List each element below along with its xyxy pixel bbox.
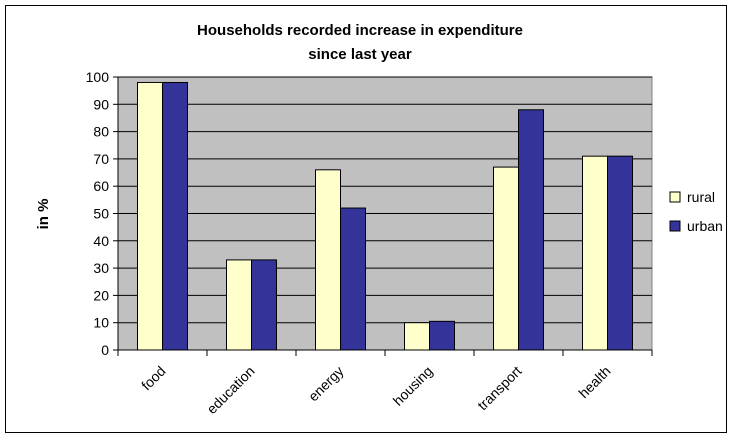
bar-urban-transport (518, 109, 544, 351)
legend-label-urban: urban (687, 218, 723, 234)
bar-urban-health (607, 155, 633, 351)
y-tick-label: 90 (93, 96, 109, 112)
bar-rural-energy (315, 169, 341, 351)
bar-rural-transport (493, 166, 519, 351)
y-tick-label: 40 (93, 233, 109, 249)
legend-label-rural: rural (687, 189, 715, 205)
x-tick-label: housing (390, 363, 436, 409)
x-tick-label: food (138, 363, 169, 394)
x-tick-label: transport (474, 363, 524, 413)
y-tick-label: 80 (93, 124, 109, 140)
chart-title-line-1: Households recorded increase in expendit… (197, 22, 523, 39)
y-tick-label: 10 (93, 315, 109, 331)
chart-title-line-2: since last year (308, 46, 412, 63)
bar-urban-housing (429, 320, 455, 351)
y-axis-label: in % (35, 199, 52, 230)
x-tick-label: health (575, 363, 613, 401)
bar-urban-energy (340, 207, 366, 351)
bar-chart: Households recorded increase in expendit… (35, 22, 723, 417)
y-tick-label: 50 (93, 206, 109, 222)
x-tick-label: energy (305, 363, 347, 405)
legend-swatch-rural (669, 191, 681, 203)
bar-urban-education (251, 259, 277, 351)
bar-rural-housing (404, 322, 430, 351)
bar-rural-food (137, 81, 163, 351)
y-tick-label: 100 (86, 69, 110, 85)
bar-rural-education (226, 259, 252, 351)
bar-rural-health (582, 155, 608, 351)
x-tick-label: education (203, 363, 257, 417)
y-tick-label: 20 (93, 287, 109, 303)
y-tick-label: 30 (93, 260, 109, 276)
legend-swatch-urban (669, 220, 681, 232)
y-tick-label: 0 (101, 342, 109, 358)
bar-urban-food (162, 81, 188, 351)
y-tick-label: 60 (93, 178, 109, 194)
chart-frame: Households recorded increase in expendit… (5, 5, 727, 433)
y-tick-label: 70 (93, 151, 109, 167)
